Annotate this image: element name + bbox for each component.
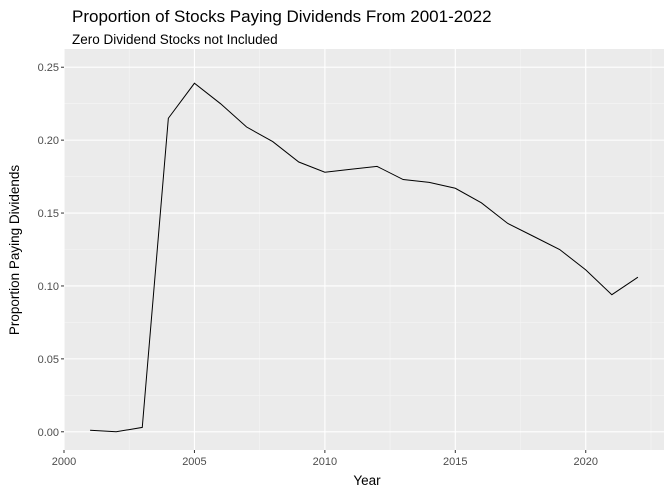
y-tick-label: 0.05 bbox=[38, 354, 59, 366]
x-tick-label: 2015 bbox=[443, 456, 467, 468]
y-tick-label: 0.10 bbox=[38, 281, 59, 293]
y-axis-title: Proportion Paying Dividends bbox=[7, 165, 22, 336]
x-tick-label: 2010 bbox=[313, 456, 337, 468]
chart-subtitle: Zero Dividend Stocks not Included bbox=[72, 32, 278, 47]
x-tick-label: 2005 bbox=[182, 456, 206, 468]
y-tick-label: 0.15 bbox=[38, 208, 59, 220]
axis-tick-labels: 2000 2005 2010 2015 2020 0.00 0.05 0.10 0.15 0.20… bbox=[38, 62, 598, 468]
series-line bbox=[90, 82, 639, 433]
minor-gridlines bbox=[64, 49, 664, 450]
y-tick-label: 0.20 bbox=[38, 135, 59, 147]
axis-ticks bbox=[61, 66, 587, 453]
chart-title: Proportion of Stocks Paying Dividends Fr… bbox=[72, 7, 492, 26]
x-axis-title: Year bbox=[353, 473, 381, 488]
y-tick-label: 0.00 bbox=[38, 427, 59, 439]
y-tick-label: 0.25 bbox=[38, 62, 59, 74]
major-gridlines bbox=[63, 49, 664, 450]
x-tick-label: 2000 bbox=[52, 456, 76, 468]
x-tick-label: 2020 bbox=[573, 456, 597, 468]
